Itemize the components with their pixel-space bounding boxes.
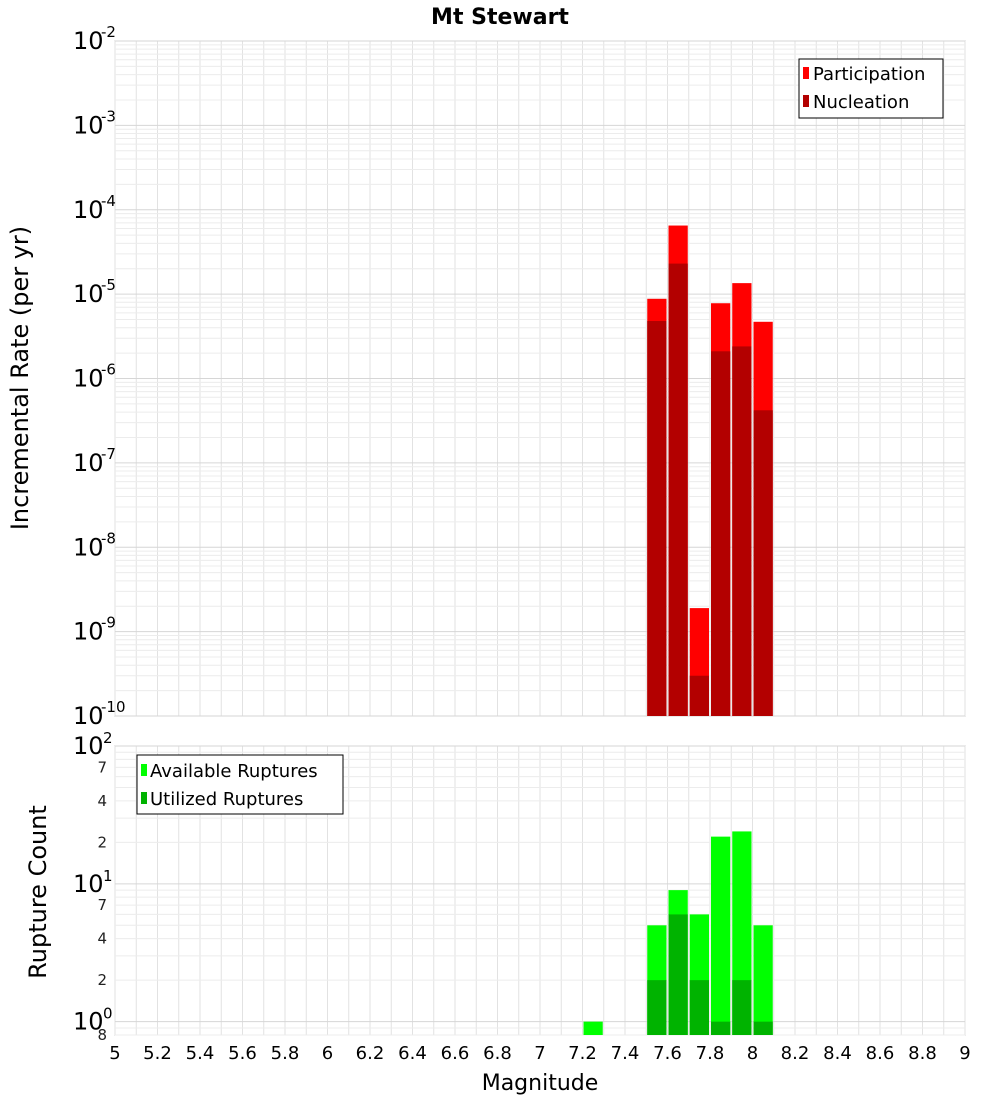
bottom-legend: Available Ruptures Utilized Ruptures bbox=[136, 754, 344, 815]
available-ruptures-bar bbox=[753, 925, 773, 1035]
legend-available-label: Available Ruptures bbox=[150, 761, 318, 782]
utilized-ruptures-bar bbox=[711, 1021, 731, 1035]
top-y-tick-exponent: -7 bbox=[101, 445, 116, 463]
utilized-ruptures-bar bbox=[668, 914, 688, 1035]
top-grid bbox=[114, 40, 966, 717]
top-y-tick-exponent: -6 bbox=[101, 361, 116, 379]
top-panel: 10-210-310-410-510-610-710-810-910-10 In… bbox=[6, 23, 966, 730]
bottom-y-tick-base: 10 bbox=[73, 1008, 104, 1036]
top-legend: Participation Nucleation bbox=[798, 58, 944, 119]
top-y-tick-base: 10 bbox=[73, 111, 104, 139]
x-tick-label: 8 bbox=[747, 1043, 758, 1064]
legend-participation-label: Participation bbox=[813, 64, 925, 85]
x-tick-label: 8.4 bbox=[823, 1043, 852, 1064]
top-y-tick-exponent: -3 bbox=[101, 107, 116, 125]
utilized-ruptures-bar bbox=[647, 980, 667, 1035]
bottom-y-minor-tick-label: 7 bbox=[97, 758, 107, 776]
x-tick-label: 5.6 bbox=[228, 1043, 257, 1064]
bottom-legend-box bbox=[136, 754, 344, 815]
x-tick-label: 6.4 bbox=[398, 1043, 427, 1064]
utilized-ruptures-bar bbox=[732, 980, 752, 1035]
available-ruptures-bar bbox=[583, 1021, 603, 1035]
x-tick-label: 5 bbox=[109, 1043, 120, 1064]
bottom-y-minor-tick-label: 2 bbox=[97, 833, 107, 851]
nucleation-bar bbox=[689, 675, 709, 716]
x-tick-label: 7.2 bbox=[568, 1043, 597, 1064]
top-y-tick-exponent: -5 bbox=[101, 276, 116, 294]
bottom-y-minor-tick-label: 8 bbox=[97, 1026, 107, 1044]
top-y-tick-exponent: -4 bbox=[101, 192, 116, 210]
nucleation-bar bbox=[668, 263, 688, 716]
x-tick-label: 8.8 bbox=[908, 1043, 937, 1064]
x-tick-label: 8.6 bbox=[866, 1043, 895, 1064]
x-tick-label: 6.6 bbox=[441, 1043, 470, 1064]
legend-participation-swatch bbox=[803, 67, 809, 79]
bottom-bars bbox=[583, 831, 773, 1035]
top-y-tick-base: 10 bbox=[73, 27, 104, 55]
nucleation-bar bbox=[647, 321, 667, 716]
bottom-y-minor-tick-label: 4 bbox=[97, 930, 107, 948]
x-tick-label: 5.8 bbox=[271, 1043, 300, 1064]
top-y-tick-exponent: -10 bbox=[101, 698, 126, 716]
nucleation-bar bbox=[732, 346, 752, 716]
bottom-y-minor-tick-label: 4 bbox=[97, 792, 107, 810]
bottom-y-tick-exponent: 0 bbox=[103, 1005, 113, 1023]
nucleation-bar bbox=[711, 351, 731, 716]
x-tick-label: 9 bbox=[959, 1043, 970, 1064]
top-y-tick-exponent: -9 bbox=[101, 614, 116, 632]
legend-available-swatch bbox=[141, 764, 147, 776]
x-tick-labels: 5 5.2 5.4 5.6 5.8 6 6.2 6.4 6.6 6.8 7 7.2 7.4 7.6 7.8 8… bbox=[109, 1043, 970, 1064]
bottom-y-tick-base: 10 bbox=[73, 732, 104, 760]
top-bars bbox=[647, 225, 773, 716]
bottom-y-minor-tick-label: 2 bbox=[97, 971, 107, 989]
x-tick-label: 6.2 bbox=[356, 1043, 385, 1064]
x-tick-label: 5.4 bbox=[186, 1043, 215, 1064]
bottom-grid bbox=[114, 745, 966, 1036]
top-legend-box bbox=[798, 58, 944, 119]
x-tick-label: 7 bbox=[534, 1043, 545, 1064]
bottom-y-axis-label: Rupture Count bbox=[24, 805, 52, 979]
top-y-tick-base: 10 bbox=[73, 365, 104, 393]
top-y-tick-labels: 10-210-310-410-510-610-710-810-910-10 bbox=[73, 23, 126, 730]
x-tick-label: 7.8 bbox=[696, 1043, 725, 1064]
top-y-tick-base: 10 bbox=[73, 533, 104, 561]
top-y-tick-base: 10 bbox=[73, 449, 104, 477]
bottom-y-tick-exponent: 1 bbox=[103, 867, 113, 885]
top-y-tick-base: 10 bbox=[73, 280, 104, 308]
nucleation-bar bbox=[753, 410, 773, 716]
utilized-ruptures-bar bbox=[753, 1021, 773, 1035]
chart-title: Mt Stewart bbox=[431, 5, 569, 30]
top-y-tick-exponent: -8 bbox=[101, 529, 116, 547]
top-y-tick-base: 10 bbox=[73, 196, 104, 224]
legend-nucleation-label: Nucleation bbox=[813, 92, 909, 113]
x-tick-label: 6 bbox=[322, 1043, 333, 1064]
top-y-tick-base: 10 bbox=[73, 618, 104, 646]
bottom-y-tick-base: 10 bbox=[73, 870, 104, 898]
x-axis-label: Magnitude bbox=[482, 1071, 599, 1096]
available-ruptures-bar bbox=[711, 836, 731, 1035]
legend-nucleation-swatch bbox=[803, 95, 809, 107]
x-tick-label: 7.6 bbox=[653, 1043, 682, 1064]
bottom-y-tick-exponent: 2 bbox=[103, 729, 113, 747]
x-tick-label: 8.2 bbox=[781, 1043, 810, 1064]
legend-utilized-swatch bbox=[141, 792, 147, 804]
x-tick-label: 7.4 bbox=[611, 1043, 640, 1064]
top-y-tick-base: 10 bbox=[73, 702, 104, 730]
x-tick-label: 6.8 bbox=[483, 1043, 512, 1064]
utilized-ruptures-bar bbox=[689, 980, 709, 1035]
top-y-tick-exponent: -2 bbox=[101, 23, 116, 41]
bottom-y-minor-tick-label: 7 bbox=[97, 896, 107, 914]
top-y-axis-label: Incremental Rate (per yr) bbox=[6, 226, 34, 530]
legend-utilized-label: Utilized Ruptures bbox=[150, 789, 303, 810]
x-tick-label: 5.2 bbox=[143, 1043, 172, 1064]
